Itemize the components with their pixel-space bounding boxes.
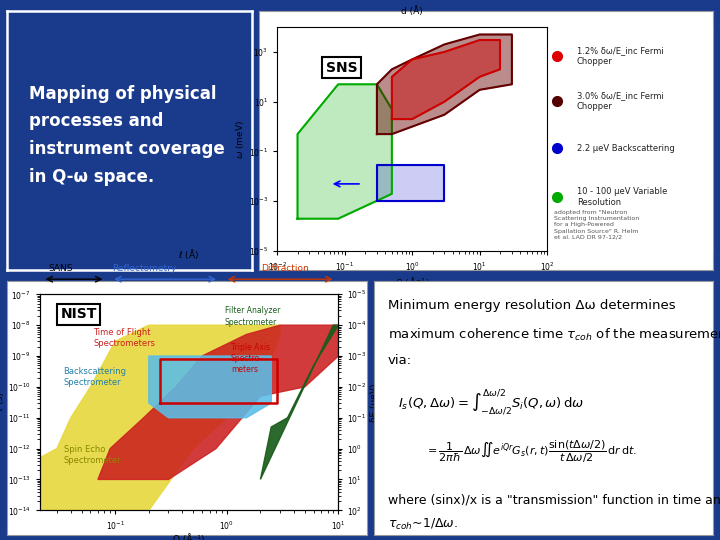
Text: $\ell$ (Å): $\ell$ (Å) (179, 247, 199, 261)
Text: Triple Axis
Spectro-
meters: Triple Axis Spectro- meters (231, 343, 270, 374)
Text: Reflectometry: Reflectometry (112, 264, 176, 273)
Text: SNS: SNS (325, 61, 357, 75)
Text: Minimum energy resolution Δω determines: Minimum energy resolution Δω determines (388, 299, 675, 312)
Text: 1.2% δω/E_inc Fermi
Chopper: 1.2% δω/E_inc Fermi Chopper (577, 46, 663, 66)
Text: $\tau_{coh}$~1/$\Delta\omega$.: $\tau_{coh}$~1/$\Delta\omega$. (388, 517, 458, 532)
Text: Time of Flight
Spectrometers: Time of Flight Spectrometers (94, 328, 156, 348)
Polygon shape (261, 325, 338, 480)
Text: where (sinx)/x is a "transmission" function in time and: where (sinx)/x is a "transmission" funct… (388, 494, 720, 507)
Polygon shape (377, 35, 512, 134)
Text: SANS: SANS (48, 264, 73, 273)
Text: 3.0% δω/E_inc Fermi
Chopper: 3.0% δω/E_inc Fermi Chopper (577, 91, 664, 111)
Text: $I_s(Q,\Delta\omega) = \int_{-\Delta\omega/2}^{\Delta\omega/2} S_i(Q,\omega)\,\m: $I_s(Q,\Delta\omega) = \int_{-\Delta\ome… (398, 387, 585, 417)
Text: d (Å): d (Å) (401, 6, 423, 16)
Polygon shape (149, 356, 271, 418)
Text: NIST: NIST (60, 307, 97, 321)
Text: Mapping of physical
processes and
instrument coverage
in Q-ω space.: Mapping of physical processes and instru… (30, 85, 225, 186)
Text: maximum coherence time $\tau_{coh}$ of the measurement: maximum coherence time $\tau_{coh}$ of t… (388, 327, 720, 342)
Text: 10 - 100 μeV Variable
Resolution: 10 - 100 μeV Variable Resolution (577, 187, 667, 207)
Text: Diffraction: Diffraction (261, 264, 308, 273)
Y-axis label: $\omega$ (meV): $\omega$ (meV) (234, 119, 246, 159)
Text: adopted from "Neutron
Scattering Instrumentation
for a High-Powered
Spallation S: adopted from "Neutron Scattering Instrum… (554, 210, 639, 240)
Text: Filter Analyzer
Spectrometer: Filter Analyzer Spectrometer (225, 306, 280, 327)
Polygon shape (297, 84, 392, 219)
X-axis label: Q ($\AA^{-1}$): Q ($\AA^{-1}$) (395, 275, 430, 289)
Text: $= \dfrac{1}{2\pi\hbar}\,\Delta\omega\iint e^{iQr}G_s(r,t)\dfrac{\sin(t\Delta\om: $= \dfrac{1}{2\pi\hbar}\,\Delta\omega\ii… (425, 438, 637, 464)
Y-axis label: τ (s): τ (s) (0, 393, 5, 412)
Text: Backscattering
Spectrometer: Backscattering Spectrometer (63, 367, 127, 387)
Text: Spin Echo
Spectrometer: Spin Echo Spectrometer (63, 444, 121, 465)
Text: via:: via: (388, 354, 412, 367)
Text: 2.2 μeV Backscattering: 2.2 μeV Backscattering (577, 144, 675, 152)
Y-axis label: δE (μeV): δE (μeV) (369, 383, 379, 422)
Polygon shape (98, 325, 338, 480)
Polygon shape (377, 165, 444, 201)
Polygon shape (392, 40, 500, 119)
Polygon shape (40, 325, 280, 510)
X-axis label: Q (Å⁻¹): Q (Å⁻¹) (174, 535, 204, 540)
